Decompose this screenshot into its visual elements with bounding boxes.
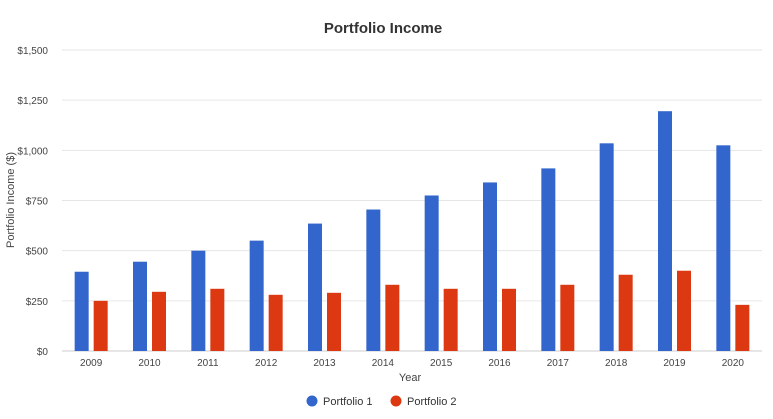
bar-portfolio-2 — [93, 300, 108, 351]
bar-portfolio-1 — [191, 250, 206, 351]
legend-swatch — [390, 395, 402, 407]
bar-portfolio-2 — [560, 284, 575, 351]
y-tick-label: $500 — [26, 247, 49, 258]
x-tick-label: 2010 — [138, 358, 161, 369]
bar-portfolio-1 — [599, 143, 614, 351]
x-tick-label: 2019 — [663, 358, 686, 369]
y-axis-label: Portfolio Income ($) — [5, 152, 17, 248]
bar-portfolio-1 — [424, 195, 439, 351]
bar-portfolio-1 — [658, 111, 672, 351]
x-axis-ticks: 2009 2010 2011 2012 2013 2014 2015 2016 2017 2018… — [80, 358, 744, 369]
bar-portfolio-2 — [677, 270, 691, 351]
x-tick-label: 2013 — [313, 358, 336, 369]
x-tick-label: 2011 — [197, 358, 219, 369]
bar-portfolio-1 — [716, 145, 731, 351]
x-tick-label: 2012 — [255, 358, 278, 369]
legend-label: Portfolio 1 — [323, 396, 373, 408]
x-tick-label: 2016 — [488, 358, 511, 369]
legend: Portfolio 1 Portfolio 2 — [306, 395, 457, 408]
y-axis-ticks: $0 $250 $500 $750 $1,000 $1,250 $1,500 — [17, 46, 48, 358]
bar-portfolio-1 — [249, 240, 264, 351]
bar-portfolio-2 — [443, 288, 458, 351]
bar-portfolio-2 — [618, 274, 633, 351]
bar-portfolio-2 — [385, 284, 400, 351]
bar-portfolio-2 — [327, 292, 341, 351]
bar-portfolio-1 — [366, 209, 381, 351]
bar-portfolio-1 — [541, 168, 556, 351]
x-tick-label: 2018 — [605, 358, 628, 369]
y-tick-label: $1,000 — [17, 146, 48, 157]
y-tick-label: $250 — [26, 297, 49, 308]
y-tick-label: $1,250 — [17, 96, 48, 107]
bar-portfolio-1 — [74, 271, 89, 351]
bar-portfolio-1 — [483, 182, 497, 351]
bar-portfolio-2 — [210, 288, 225, 351]
y-tick-label: $750 — [26, 197, 49, 208]
bar-portfolio-1 — [133, 261, 147, 351]
x-tick-label: 2020 — [722, 358, 745, 369]
chart-title: Portfolio Income — [324, 20, 442, 37]
bars — [74, 111, 750, 351]
y-tick-label: $0 — [37, 347, 49, 358]
x-tick-label: 2015 — [430, 358, 453, 369]
bar-portfolio-1 — [308, 223, 322, 351]
bar-portfolio-2 — [268, 294, 283, 351]
x-tick-label: 2014 — [372, 358, 395, 369]
bar-portfolio-2 — [152, 291, 166, 351]
bar-portfolio-2 — [735, 304, 750, 351]
y-tick-label: $1,500 — [17, 46, 48, 57]
x-tick-label: 2017 — [547, 358, 570, 369]
bar-portfolio-2 — [502, 288, 516, 351]
x-tick-label: 2009 — [80, 358, 103, 369]
legend-swatch — [306, 395, 318, 407]
legend-label: Portfolio 2 — [407, 396, 457, 408]
gridlines — [62, 49, 762, 352]
x-axis-label: Year — [399, 372, 422, 384]
